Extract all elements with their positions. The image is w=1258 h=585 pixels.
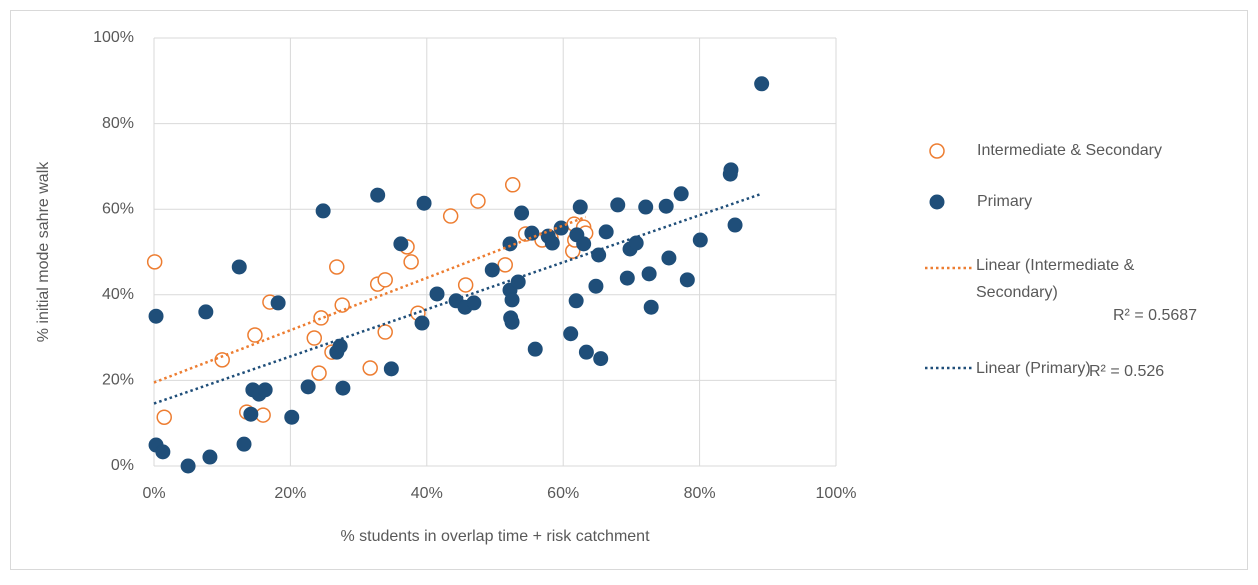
r-squared-label: R² = 0.526 <box>1089 363 1164 380</box>
data-point <box>504 177 521 193</box>
legend-label: Linear (Intermediate & Secondary) <box>976 257 1135 301</box>
data-point <box>315 203 331 219</box>
data-point <box>754 76 770 92</box>
trendline <box>153 192 763 405</box>
data-point <box>377 324 393 340</box>
legend-marker <box>929 194 945 210</box>
data-point <box>723 162 739 178</box>
data-point <box>414 315 430 331</box>
y-tick-label: 100% <box>93 29 134 46</box>
legend-marker <box>929 143 945 159</box>
data-point <box>362 360 378 376</box>
data-point <box>628 235 644 251</box>
data-point <box>198 304 214 320</box>
data-point <box>692 232 708 248</box>
data-point <box>661 250 677 266</box>
data-point <box>383 361 399 377</box>
x-tick-label: 20% <box>274 485 306 502</box>
data-point <box>202 449 218 465</box>
x-tick-label: 60% <box>547 485 579 502</box>
data-point <box>610 197 626 213</box>
data-point <box>313 310 329 326</box>
data-point <box>270 295 286 311</box>
legend-label-box: Linear (Primary) <box>976 360 1091 377</box>
data-point <box>658 198 674 214</box>
data-point <box>497 257 513 273</box>
data-point <box>588 278 604 294</box>
data-point <box>457 277 474 293</box>
data-point <box>544 235 560 251</box>
data-point <box>568 293 584 309</box>
data-point <box>214 352 230 368</box>
data-point <box>593 351 609 367</box>
data-point <box>727 217 743 233</box>
x-tick-label: 0% <box>142 485 165 502</box>
data-point <box>247 327 263 343</box>
data-point <box>257 382 273 398</box>
data-point <box>442 208 459 224</box>
data-point <box>502 236 518 252</box>
data-point <box>504 314 520 330</box>
data-point <box>643 299 659 315</box>
data-point <box>300 379 316 395</box>
data-point <box>334 297 350 313</box>
y-tick-label: 0% <box>111 457 134 474</box>
data-point <box>591 247 607 263</box>
data-point <box>576 236 592 252</box>
legend-label: Intermediate & Secondary <box>977 142 1162 159</box>
data-point <box>527 341 543 357</box>
data-point <box>572 199 588 215</box>
y-tick-label: 60% <box>102 200 134 217</box>
data-point <box>332 338 348 354</box>
data-point <box>393 236 409 252</box>
data-point <box>470 193 486 209</box>
legend-label: Primary <box>977 193 1032 210</box>
data-point <box>429 286 445 302</box>
data-point <box>231 259 247 275</box>
data-point <box>673 186 689 202</box>
data-point <box>598 224 614 240</box>
data-point <box>484 262 500 278</box>
legend-label: Linear (Primary) <box>976 360 1091 377</box>
y-axis-title: % initial mode sahre walk <box>35 161 52 343</box>
data-point <box>243 406 259 422</box>
data-point <box>284 409 300 425</box>
data-point <box>156 409 172 425</box>
data-point <box>403 254 419 270</box>
data-point <box>638 199 654 215</box>
data-point <box>311 365 327 381</box>
x-tick-label: 80% <box>684 485 716 502</box>
data-point <box>641 266 657 282</box>
x-tick-label: 100% <box>816 485 857 502</box>
data-point <box>504 292 520 308</box>
r-squared-label: R² = 0.5687 <box>1113 307 1197 324</box>
legend-label-box: Linear (Intermediate & Secondary) <box>976 257 1135 301</box>
x-tick-label: 40% <box>411 485 443 502</box>
data-point <box>370 187 386 203</box>
data-point <box>679 272 695 288</box>
y-tick-label: 20% <box>102 372 134 389</box>
chart-border <box>10 10 1248 570</box>
y-tick-label: 80% <box>102 115 134 132</box>
data-point <box>514 205 530 221</box>
data-point <box>146 254 163 270</box>
data-point <box>619 270 635 286</box>
data-point <box>466 295 482 311</box>
data-point <box>563 326 579 342</box>
data-point <box>306 330 323 346</box>
data-point <box>578 344 594 360</box>
x-axis-title: % students in overlap time + risk catchm… <box>340 528 650 545</box>
trendline <box>153 215 587 384</box>
data-point <box>236 436 252 452</box>
data-point <box>180 458 196 474</box>
y-tick-label: 40% <box>102 286 134 303</box>
data-point <box>335 380 351 396</box>
data-point <box>377 272 393 288</box>
data-point <box>416 195 432 211</box>
data-point <box>148 308 164 324</box>
data-point <box>155 444 171 460</box>
data-point <box>329 259 345 275</box>
data-point <box>524 225 540 241</box>
